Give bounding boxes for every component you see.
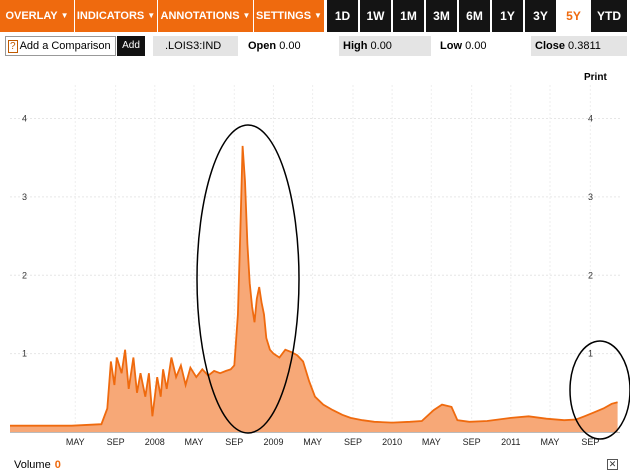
x-tick-label: 2008 bbox=[145, 437, 165, 447]
volume-indicator: Volume 0 bbox=[14, 459, 61, 471]
x-tick-label: 2010 bbox=[382, 437, 402, 447]
annotations-menu-label: ANNOTATIONS bbox=[160, 10, 240, 22]
add-comparison-placeholder: Add a Comparison bbox=[19, 40, 111, 52]
help-icon[interactable]: ? bbox=[8, 40, 18, 53]
y-tick-label: 1 bbox=[588, 349, 593, 359]
annotation-ellipse-crisis[interactable] bbox=[196, 124, 300, 434]
chevron-down-icon: ▼ bbox=[314, 11, 322, 20]
x-tick-label: SEP bbox=[581, 437, 599, 447]
range-1w-button[interactable]: 1W bbox=[360, 0, 391, 32]
y-axis-left: 1 2 3 4 bbox=[22, 114, 27, 359]
close-label: Close bbox=[535, 40, 565, 52]
y-tick-label: 4 bbox=[588, 114, 593, 124]
range-3m-button[interactable]: 3M bbox=[426, 0, 457, 32]
series-area bbox=[10, 145, 618, 432]
chevron-down-icon: ▼ bbox=[60, 11, 69, 20]
overlay-menu-button[interactable]: OVERLAY ▼ bbox=[0, 0, 74, 32]
chevron-down-icon: ▼ bbox=[242, 11, 251, 20]
open-value: 0.00 bbox=[279, 40, 301, 52]
low-label: Low bbox=[440, 40, 462, 52]
close-field: Close 0.3811 bbox=[531, 36, 627, 56]
x-tick-label: SEP bbox=[107, 437, 125, 447]
y-tick-label: 2 bbox=[22, 270, 27, 280]
high-value: 0.00 bbox=[370, 40, 392, 52]
settings-menu-button[interactable]: SETTINGS ▼ bbox=[254, 0, 324, 32]
x-tick-label: MAY bbox=[541, 437, 560, 447]
range-3y-button[interactable]: 3Y bbox=[525, 0, 556, 32]
settings-menu-label: SETTINGS bbox=[256, 10, 312, 22]
range-6m-button[interactable]: 6M bbox=[459, 0, 490, 32]
low-field: Low 0.00 bbox=[436, 36, 528, 56]
y-tick-label: 2 bbox=[588, 270, 593, 280]
x-tick-label: SEP bbox=[463, 437, 481, 447]
low-value: 0.00 bbox=[465, 40, 487, 52]
range-1m-button[interactable]: 1M bbox=[393, 0, 424, 32]
open-label: Open bbox=[248, 40, 277, 52]
x-tick-label: MAY bbox=[66, 437, 85, 447]
range-ytd-button[interactable]: YTD bbox=[591, 0, 627, 32]
x-tick-label: 2011 bbox=[501, 437, 520, 447]
annotations-menu-button[interactable]: ANNOTATIONS ▼ bbox=[158, 0, 253, 32]
print-link[interactable]: Print bbox=[584, 72, 607, 83]
x-tick-label: MAY bbox=[422, 437, 441, 447]
add-comparison-button[interactable]: Add bbox=[117, 36, 145, 56]
chevron-down-icon: ▼ bbox=[147, 11, 156, 20]
x-tick-label: MAY bbox=[185, 437, 204, 447]
x-tick-label: MAY bbox=[303, 437, 322, 447]
x-axis: MAY SEP 2008 MAY SEP 2009 MAY SEP 2010 MAY SEP 2011… bbox=[66, 437, 599, 447]
volume-value: 0 bbox=[54, 459, 61, 471]
overlay-menu-label: OVERLAY bbox=[5, 10, 58, 22]
ticker-field: .LOIS3:IND bbox=[153, 36, 238, 56]
y-axis-right: 1 2 3 4 bbox=[588, 114, 593, 359]
close-icon[interactable]: ✕ bbox=[607, 459, 618, 470]
add-comparison-input[interactable]: ? Add a Comparison bbox=[5, 36, 116, 56]
annotation-ellipse-recent[interactable] bbox=[569, 340, 630, 440]
ticker-symbol: .LOIS3:IND bbox=[165, 40, 222, 52]
x-tick-label: 2009 bbox=[263, 437, 283, 447]
x-tick-label: SEP bbox=[225, 437, 243, 447]
range-5y-button[interactable]: 5Y bbox=[558, 0, 589, 32]
chart-toolbar: OVERLAY ▼ INDICATORS ▼ ANNOTATIONS ▼ SETTIN… bbox=[0, 0, 630, 33]
high-field: High 0.00 bbox=[339, 36, 431, 56]
y-tick-label: 1 bbox=[22, 349, 27, 359]
high-label: High bbox=[343, 40, 368, 52]
volume-label: Volume bbox=[14, 459, 51, 471]
chart-footer: Volume 0 ✕ bbox=[0, 459, 630, 473]
y-tick-label: 3 bbox=[22, 192, 27, 202]
range-1d-button[interactable]: 1D bbox=[327, 0, 358, 32]
y-tick-label: 4 bbox=[22, 114, 27, 124]
chart-grid bbox=[10, 85, 620, 433]
x-tick-label: SEP bbox=[344, 437, 362, 447]
indicators-menu-button[interactable]: INDICATORS ▼ bbox=[75, 0, 157, 32]
y-tick-label: 3 bbox=[588, 192, 593, 202]
indicators-menu-label: INDICATORS bbox=[76, 10, 145, 22]
range-1y-button[interactable]: 1Y bbox=[492, 0, 523, 32]
series-line bbox=[10, 145, 618, 427]
close-value: 0.3811 bbox=[568, 40, 601, 52]
quote-infobar: ? Add a Comparison Add .LOIS3:IND Open 0.… bbox=[0, 33, 630, 59]
price-chart[interactable]: 1 2 3 4 1 2 3 4 MAY SEP 2008 MAY SEP 2009 MAY SEP 2010… bbox=[0, 60, 630, 460]
open-field: Open 0.00 bbox=[244, 36, 334, 56]
